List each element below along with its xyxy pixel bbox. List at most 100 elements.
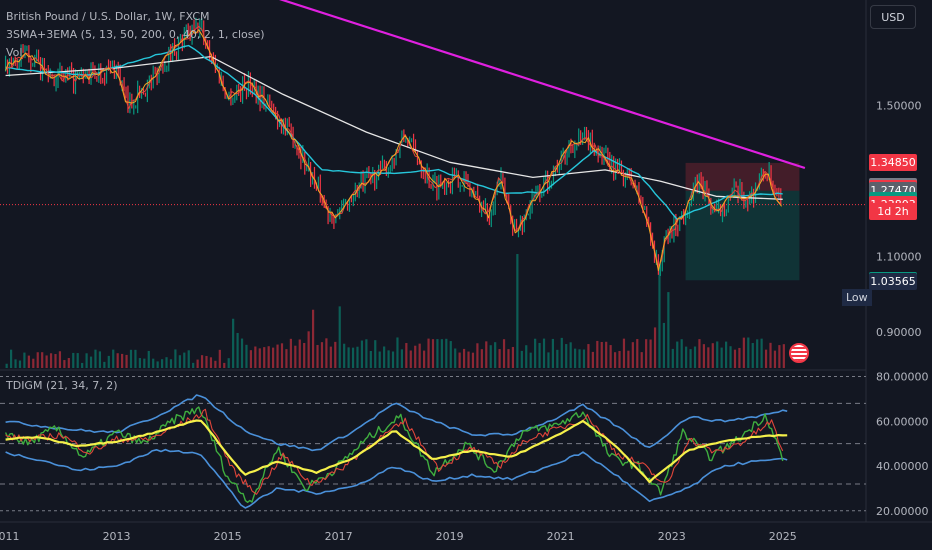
osc-tick-label: 40.00000 (876, 460, 929, 473)
volume-bar (121, 353, 124, 368)
volume-bar (698, 339, 701, 368)
volume-bar (431, 339, 435, 368)
volume-bar (183, 352, 186, 368)
volume-bar (587, 344, 590, 368)
volume-bar (565, 344, 568, 368)
volume-bar (498, 349, 501, 368)
position-box[interactable] (685, 162, 800, 281)
volume-bar (449, 341, 452, 368)
osc-midline (5, 419, 788, 484)
volume-bar (236, 332, 239, 368)
volume-bar (414, 345, 417, 368)
symbol-title[interactable]: British Pound / U.S. Dollar, 1W, FXCM (6, 10, 210, 23)
volume-bar (169, 359, 173, 368)
volume-bar (462, 348, 466, 368)
volume-bar (267, 346, 270, 368)
currency-button[interactable]: USD (870, 5, 916, 29)
osc-tick-label: 60.00000 (876, 415, 929, 428)
volume-bar (218, 349, 221, 368)
volume-bar (178, 355, 181, 368)
volume-bar (27, 355, 30, 368)
volume-bar (32, 358, 35, 368)
volume-bar (205, 355, 208, 368)
volume-bar (94, 349, 97, 368)
volume-bar (138, 358, 141, 368)
volume-bar (511, 346, 515, 368)
volume-bar (662, 322, 666, 368)
volume-bar (538, 342, 541, 368)
volume-bar (720, 347, 723, 368)
volume-bar (223, 362, 226, 368)
volume-bar (187, 350, 190, 368)
volume-bar (272, 347, 275, 368)
volume-bar (36, 352, 39, 368)
volume-bar (733, 349, 737, 368)
volume-bar (209, 357, 213, 368)
volume-bar (383, 346, 386, 368)
volume-bar (23, 352, 26, 368)
fast-ma-line (5, 25, 782, 268)
volume-bar (773, 350, 777, 368)
time-tick-label: 2025 (769, 530, 797, 543)
volume-bar (391, 351, 395, 368)
volume-bar (445, 338, 448, 368)
volume-bar (334, 341, 337, 368)
volume-bar (112, 349, 115, 368)
volume-bar (200, 355, 204, 368)
volume-bar (547, 352, 550, 368)
volume-bar (729, 346, 732, 368)
volume-bar (658, 267, 661, 368)
volume-bar (702, 344, 705, 368)
price-tick-label: 0.90000 (876, 326, 922, 339)
volume-bar (232, 318, 235, 368)
volume-bar (507, 349, 510, 368)
volume-bar (636, 339, 639, 368)
volume-bar (400, 349, 404, 368)
volume-bar (578, 349, 581, 368)
osc-signal-line (5, 408, 784, 495)
volume-bar (85, 353, 88, 368)
volume-bar (534, 338, 537, 368)
volume-bar (738, 347, 741, 368)
indicator-legend[interactable]: 3SMA+3EMA (5, 13, 50, 200, 0, 40, 2, 1, … (6, 28, 265, 41)
volume-bar (685, 346, 688, 368)
low-label: Low (842, 289, 872, 306)
volume-bar (742, 337, 745, 368)
oscillator-legend[interactable]: TDIGM (21, 34, 7, 2) (6, 379, 118, 392)
volume-bar (782, 344, 785, 368)
osc-lower-band (5, 448, 788, 509)
volume-bar (596, 340, 599, 368)
volume-bar (76, 353, 79, 368)
volume-bar (365, 339, 368, 368)
volume-bar (41, 352, 44, 368)
volume-bar (454, 348, 457, 368)
volume-bar (63, 360, 66, 368)
volume-bar (227, 358, 230, 368)
volume-bar (436, 339, 439, 368)
volume-bar (502, 339, 506, 368)
volume-bar (707, 347, 710, 368)
volume-bar (325, 338, 328, 368)
volume-bar (351, 347, 355, 368)
volume-bar (516, 254, 519, 368)
volume-bar (374, 340, 377, 368)
volume-bar (778, 345, 781, 368)
volume-bar (458, 352, 461, 368)
time-tick-label: 2021 (547, 530, 575, 543)
volume-bar (605, 341, 608, 368)
us-flag-icon[interactable] (789, 343, 809, 363)
volume-bar (285, 349, 288, 368)
volume-bar (329, 346, 332, 368)
volume-bar (649, 339, 652, 368)
volume-bar (440, 339, 443, 368)
volume-bar (14, 359, 17, 368)
price-tag: 1.34850 (869, 154, 917, 172)
volume-legend[interactable]: Vol (6, 46, 23, 59)
volume-bar (263, 347, 266, 368)
volume-bar (81, 362, 84, 368)
volume-bar (724, 341, 728, 368)
volume-bar (316, 344, 319, 368)
volume-bar (107, 355, 110, 368)
volume-bar (356, 346, 359, 368)
